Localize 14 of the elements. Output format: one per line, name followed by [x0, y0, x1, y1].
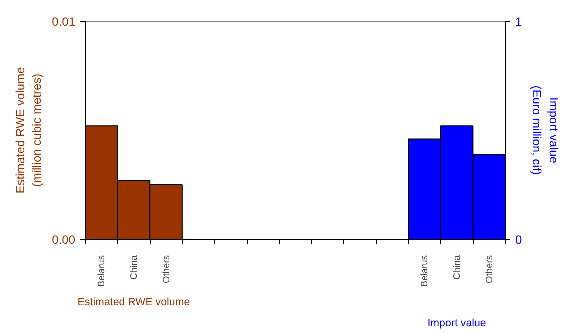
y-axis-title: Estimated RWE volume (million cubic metres) [13, 66, 44, 194]
y2-axis-title: Import value (Euro million, cif) [530, 86, 561, 176]
y-tick-label: 0.00 [52, 233, 76, 247]
y2-tick-label: 1 [516, 15, 522, 29]
y2-tick-label: 0 [516, 233, 522, 247]
x-tick-label: Belarus [420, 255, 430, 288]
x-tick-label: China [128, 254, 139, 280]
x-tick-label: Others [484, 255, 494, 284]
text: Import value [428, 318, 486, 330]
x-tick-label: Others [161, 255, 172, 284]
x-tick-label: China [452, 254, 462, 280]
x-tick-label: Belarus [96, 255, 107, 288]
y-tick-label: 0.01 [52, 15, 76, 29]
text: Estimated RWE volume [78, 296, 190, 308]
